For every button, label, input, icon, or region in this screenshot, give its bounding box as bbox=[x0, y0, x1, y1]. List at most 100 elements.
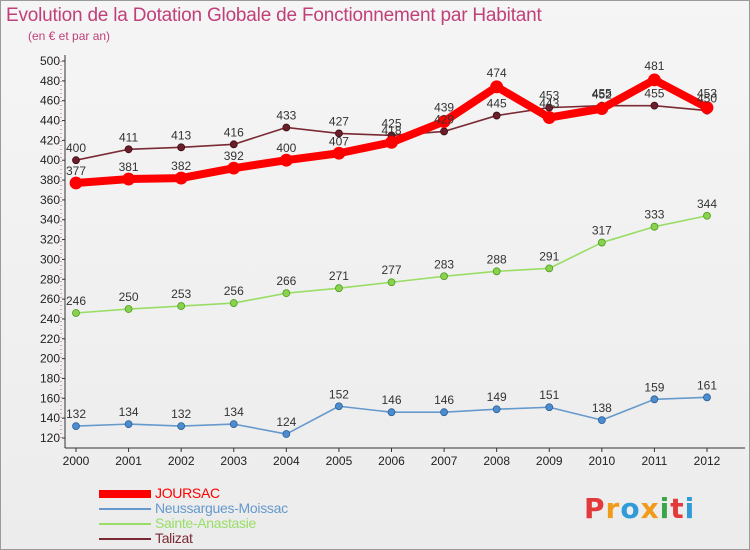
value-label-neussargues-moissac: 159 bbox=[644, 380, 664, 394]
logo-letter: o bbox=[620, 492, 641, 525]
value-label-talizat: 453 bbox=[539, 89, 559, 103]
data-point-neussargues-moissac bbox=[177, 422, 186, 430]
data-point-joursac bbox=[332, 146, 346, 160]
x-tick-label: 2004 bbox=[273, 454, 300, 468]
chart-legend: JOURSAC Neussargues-Moissac Sainte-Anastas… bbox=[99, 486, 288, 546]
value-label-sainte-anastasie: 333 bbox=[644, 208, 664, 222]
value-label-talizat: 413 bbox=[171, 128, 191, 142]
data-point-sainte-anastasie bbox=[229, 299, 238, 307]
data-point-talizat bbox=[492, 111, 501, 120]
value-label-neussargues-moissac: 146 bbox=[381, 393, 401, 407]
value-label-sainte-anastasie: 288 bbox=[487, 252, 507, 266]
x-tick-label: 2011 bbox=[642, 454, 668, 468]
data-point-neussargues-moissac bbox=[440, 408, 448, 417]
x-tick-label: 2010 bbox=[588, 454, 615, 468]
value-label-talizat: 400 bbox=[66, 141, 86, 155]
data-point-joursac bbox=[385, 135, 398, 149]
data-point-neussargues-moissac bbox=[335, 402, 343, 411]
logo-letter: i bbox=[659, 492, 671, 525]
value-label-joursac: 452 bbox=[592, 88, 612, 102]
y-tick-label: 300 bbox=[40, 252, 60, 266]
value-label-talizat: 455 bbox=[592, 87, 612, 101]
value-label-joursac: 400 bbox=[276, 141, 296, 155]
data-point-joursac bbox=[174, 171, 188, 185]
y-tick-label: 140 bbox=[40, 411, 60, 425]
y-tick-label: 500 bbox=[40, 54, 60, 68]
value-label-neussargues-moissac: 124 bbox=[276, 415, 296, 429]
data-point-neussargues-moissac bbox=[597, 416, 606, 425]
value-label-neussargues-moissac: 151 bbox=[539, 388, 559, 402]
y-tick-label: 160 bbox=[40, 391, 60, 405]
data-point-talizat bbox=[177, 143, 186, 152]
y-tick-label: 420 bbox=[40, 133, 60, 147]
logo-letter: x bbox=[640, 492, 660, 525]
legend-item: Sainte-Anastasie bbox=[99, 516, 288, 531]
value-label-talizat: 455 bbox=[644, 87, 664, 101]
value-label-joursac: 443 bbox=[539, 97, 559, 111]
data-point-sainte-anastasie bbox=[597, 238, 606, 247]
x-tick-label: 2005 bbox=[326, 454, 353, 468]
data-point-sainte-anastasie bbox=[124, 305, 133, 313]
value-label-neussargues-moissac: 132 bbox=[171, 407, 191, 421]
value-label-talizat: 433 bbox=[276, 108, 296, 122]
x-tick-label: 2007 bbox=[431, 454, 458, 468]
data-point-joursac bbox=[227, 161, 241, 175]
data-point-neussargues-moissac bbox=[282, 430, 291, 438]
value-label-sainte-anastasie: 344 bbox=[697, 197, 717, 211]
data-point-neussargues-moissac bbox=[545, 403, 554, 412]
value-label-joursac: 381 bbox=[119, 160, 139, 174]
value-label-neussargues-moissac: 146 bbox=[434, 393, 454, 407]
data-point-sainte-anastasie bbox=[650, 222, 659, 231]
x-tick-label: 2009 bbox=[536, 454, 563, 468]
legend-swatch bbox=[99, 537, 151, 540]
logo-letter: i bbox=[684, 492, 696, 525]
value-label-talizat: 416 bbox=[224, 125, 244, 139]
value-label-sainte-anastasie: 317 bbox=[592, 224, 612, 238]
value-label-neussargues-moissac: 138 bbox=[592, 401, 612, 415]
y-tick-label: 360 bbox=[40, 193, 60, 207]
data-point-joursac bbox=[700, 101, 714, 115]
value-label-sainte-anastasie: 253 bbox=[171, 287, 191, 301]
x-tick-label: 2001 bbox=[115, 454, 142, 468]
legend-item: Talizat bbox=[99, 531, 288, 546]
value-label-sainte-anastasie: 291 bbox=[539, 249, 559, 263]
y-tick-label: 240 bbox=[40, 312, 60, 326]
x-tick-label: 2003 bbox=[220, 454, 247, 468]
data-point-joursac bbox=[595, 102, 609, 116]
data-point-talizat bbox=[545, 103, 554, 112]
data-point-sainte-anastasie bbox=[282, 289, 291, 298]
value-label-joursac: 407 bbox=[329, 134, 349, 148]
value-label-neussargues-moissac: 132 bbox=[66, 407, 86, 421]
y-tick-label: 260 bbox=[40, 292, 60, 306]
y-tick-label: 120 bbox=[40, 431, 60, 445]
value-label-sainte-anastasie: 250 bbox=[119, 290, 139, 304]
data-point-neussargues-moissac bbox=[229, 420, 238, 429]
data-point-sainte-anastasie bbox=[492, 267, 501, 276]
y-tick-label: 200 bbox=[40, 352, 60, 366]
x-tick-label: 2000 bbox=[63, 454, 90, 468]
legend-label: Sainte-Anastasie bbox=[155, 515, 257, 531]
data-point-joursac bbox=[437, 115, 451, 128]
value-label-joursac: 377 bbox=[66, 164, 86, 178]
value-label-sainte-anastasie: 271 bbox=[329, 269, 349, 283]
data-point-talizat bbox=[72, 156, 80, 165]
y-tick-label: 280 bbox=[40, 272, 60, 286]
data-point-talizat bbox=[650, 101, 659, 110]
data-point-talizat bbox=[282, 123, 291, 132]
value-label-joursac: 382 bbox=[171, 159, 191, 173]
y-tick-label: 460 bbox=[40, 94, 60, 108]
value-label-talizat: 450 bbox=[697, 92, 717, 106]
value-label-neussargues-moissac: 134 bbox=[224, 405, 244, 419]
data-point-sainte-anastasie bbox=[703, 211, 711, 220]
y-tick-label: 440 bbox=[40, 114, 60, 128]
value-label-sainte-anastasie: 283 bbox=[434, 257, 454, 271]
y-tick-label: 380 bbox=[40, 173, 60, 187]
value-label-neussargues-moissac: 161 bbox=[697, 378, 717, 392]
data-point-neussargues-moissac bbox=[650, 395, 659, 404]
x-tick-label: 2012 bbox=[694, 454, 721, 468]
value-label-neussargues-moissac: 149 bbox=[487, 390, 507, 404]
x-tick-label: 2002 bbox=[168, 454, 195, 468]
y-tick-label: 400 bbox=[40, 153, 60, 167]
y-tick-label: 320 bbox=[40, 233, 60, 247]
